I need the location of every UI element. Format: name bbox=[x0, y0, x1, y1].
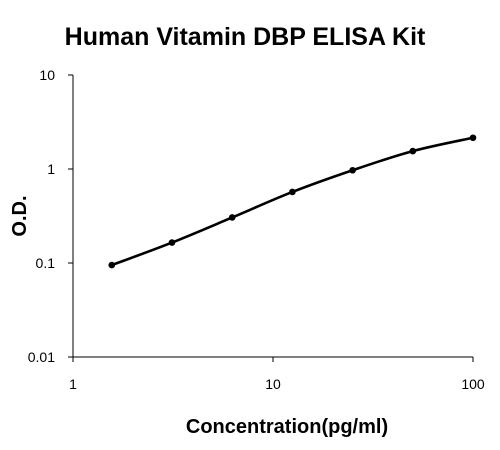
y-axis-ticks: 0.01 0.1 1 10 bbox=[28, 67, 73, 365]
data-point bbox=[469, 134, 477, 142]
y-tick-label: 0.1 bbox=[36, 255, 56, 271]
y-tick-label: 1 bbox=[47, 161, 55, 177]
x-axis-ticks: 1 10 100 bbox=[69, 357, 485, 392]
data-point bbox=[349, 166, 356, 174]
data-point bbox=[228, 214, 236, 221]
chart-title: Human Vitamin DBP ELISA Kit bbox=[65, 23, 426, 51]
y-axis-label: O.D. bbox=[9, 195, 31, 236]
x-tick-label: 100 bbox=[461, 376, 485, 392]
x-tick-label: 10 bbox=[265, 376, 281, 392]
data-point bbox=[168, 239, 176, 246]
y-tick-label: 0.01 bbox=[28, 349, 55, 365]
series-line bbox=[111, 136, 474, 267]
data-point bbox=[409, 147, 417, 155]
y-tick-label: 10 bbox=[39, 67, 55, 83]
data-point bbox=[289, 188, 296, 196]
data-point bbox=[108, 261, 116, 269]
x-axis-label: Concentration(pg/ml) bbox=[186, 416, 388, 438]
x-tick-label: 1 bbox=[69, 376, 77, 392]
plot-area bbox=[72, 75, 473, 358]
series-layer bbox=[108, 134, 477, 269]
